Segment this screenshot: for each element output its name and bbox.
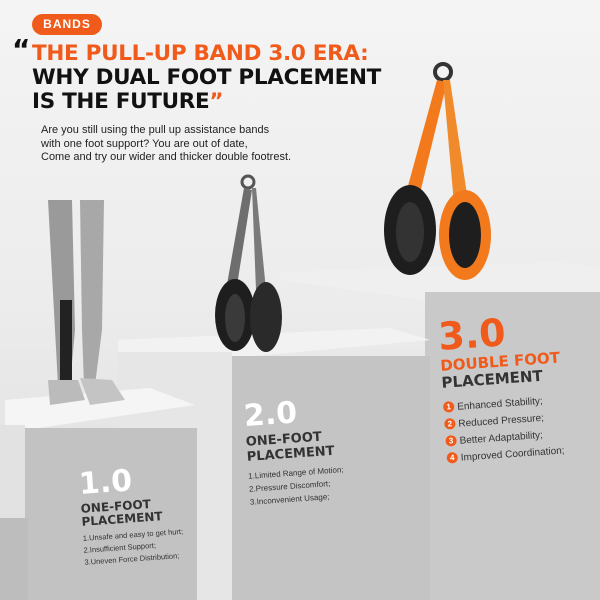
headline-line-1: THE PULL-UP BAND 3.0 ERA:: [32, 41, 369, 66]
headline: “ THE PULL-UP BAND 3.0 ERA: WHY DUAL FOO…: [12, 36, 382, 114]
pedestal-3-top: [280, 262, 600, 300]
intro-line: with one foot support? You are out of da…: [41, 137, 248, 150]
number-1-icon: 1: [442, 401, 455, 413]
stage-2-version: 2.0: [242, 395, 299, 434]
gray-band: [215, 174, 282, 352]
number-2-icon: 2: [444, 417, 456, 430]
stage-2-text: 2.0 ONE-FOOT PLACEMENT 1.Limited Range o…: [243, 395, 346, 508]
stage-1-version: 1.0: [77, 463, 134, 502]
number-4-icon: 4: [446, 451, 459, 464]
number-3-icon: 3: [445, 434, 457, 447]
headline-line-3: IS THE FUTURE: [32, 89, 210, 114]
open-quote: “: [12, 33, 31, 66]
intro-line: Are you still using the pull up assistan…: [41, 124, 270, 136]
intro-line: Come and try our wider and thicker doubl…: [41, 151, 292, 163]
pedestal-3-front: [425, 292, 600, 600]
orange-band: [384, 62, 491, 280]
stage-1-text: 1.0 ONE-FOOT PLACEMENT 1.Unsafe and easy…: [78, 463, 185, 569]
headline-line-2: WHY DUAL FOOT PLACEMENT: [32, 65, 382, 90]
close-quote: ”: [209, 89, 224, 114]
legs-figure: [48, 200, 125, 405]
category-badge: BANDS: [32, 14, 102, 35]
pedestal-2-front: [232, 356, 430, 600]
intro-text: Are you still using the pull up assistan…: [41, 124, 291, 165]
stage-3-text: 3.0 DOUBLE FOOT PLACEMENT 1 Enhanced Stab…: [437, 310, 567, 468]
pedestal-1-front: [25, 428, 197, 600]
